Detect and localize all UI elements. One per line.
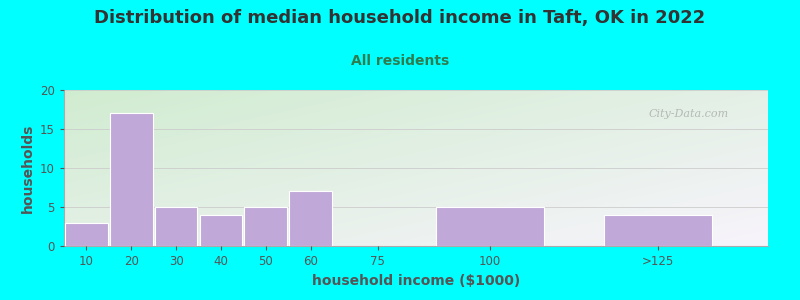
Bar [604, 215, 712, 246]
Bar [200, 215, 242, 246]
Y-axis label: households: households [21, 123, 34, 213]
Bar [290, 191, 332, 246]
Bar [436, 207, 544, 246]
Text: Distribution of median household income in Taft, OK in 2022: Distribution of median household income … [94, 9, 706, 27]
Bar [155, 207, 198, 246]
Bar [110, 113, 153, 246]
Text: City-Data.com: City-Data.com [648, 109, 729, 119]
Bar [65, 223, 108, 246]
Bar [245, 207, 287, 246]
X-axis label: household income ($1000): household income ($1000) [312, 274, 520, 288]
Text: All residents: All residents [351, 54, 449, 68]
